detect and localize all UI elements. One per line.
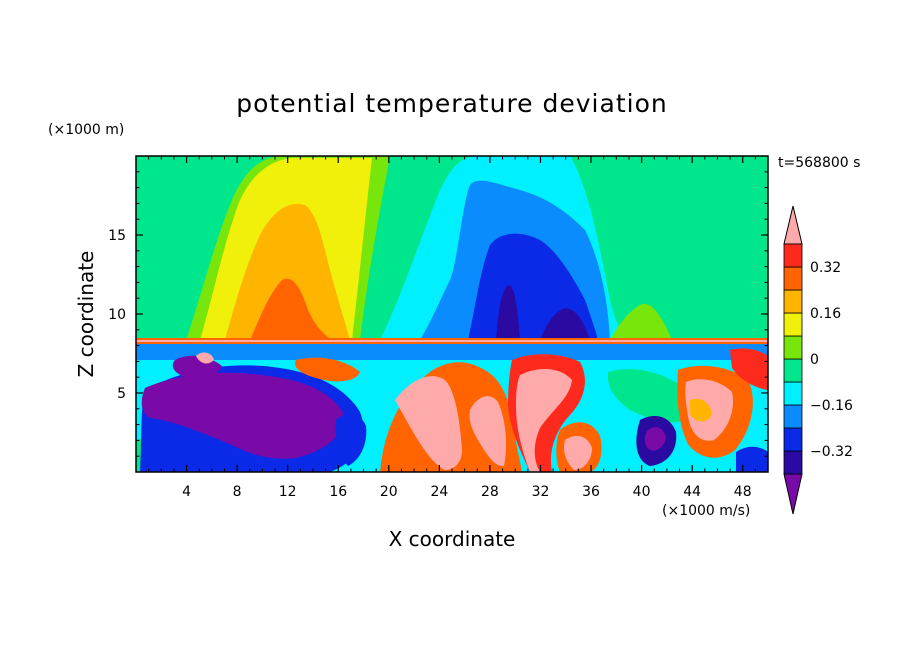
colorbar: 0.32 0.16 0 −0.16 −0.32 [783,205,853,515]
chart-title: potential temperature deviation [236,89,667,118]
x-tick-label: 8 [233,484,242,500]
x-axis: 4 8 12 16 20 24 28 32 36 40 44 48 [148,156,756,500]
x-tick-label: 28 [481,484,499,500]
x-tick-label: 32 [532,484,550,500]
x-tick-label: 24 [430,484,448,500]
colorbar-segment [783,266,803,291]
y-axis: 5 10 15 [108,171,768,457]
colorbar-label: 0.32 [810,260,841,276]
colorbar-segment [783,450,803,475]
contour-field [136,156,768,472]
colorbar-segment [783,358,803,383]
x-tick-label: 36 [582,484,600,500]
colorbar-label: −0.32 [810,444,853,460]
colorbar-top-arrow [783,205,803,245]
x-unit-label: (×1000 m/s) [662,503,750,519]
colorbar-bottom-arrow [783,473,803,515]
x-axis-label: X coordinate [389,527,516,551]
x-tick-label: 16 [329,484,347,500]
x-tick-label: 44 [683,484,701,500]
colorbar-label: 0 [810,352,819,368]
colorbar-segment [783,335,803,360]
colorbar-segment [783,312,803,337]
colorbar-segment [783,243,803,268]
colorbar-segment [783,289,803,314]
colorbar-segment [783,381,803,406]
y-unit-label: (×1000 m) [48,122,124,138]
x-tick-label: 48 [734,484,752,500]
x-tick-label: 4 [182,484,191,500]
y-tick-label: 5 [117,386,126,402]
x-tick-label: 12 [279,484,297,500]
colorbar-label: −0.16 [810,398,853,414]
x-tick-label: 20 [380,484,398,500]
colorbar-segment [783,404,803,429]
y-tick-label: 10 [108,307,126,323]
x-tick-label: 40 [633,484,651,500]
colorbar-label: 0.16 [810,306,841,322]
y-axis-label: Z coordinate [74,251,98,378]
time-label: t=568800 s [778,155,860,171]
y-tick-label: 15 [108,228,126,244]
colorbar-segment [783,427,803,452]
